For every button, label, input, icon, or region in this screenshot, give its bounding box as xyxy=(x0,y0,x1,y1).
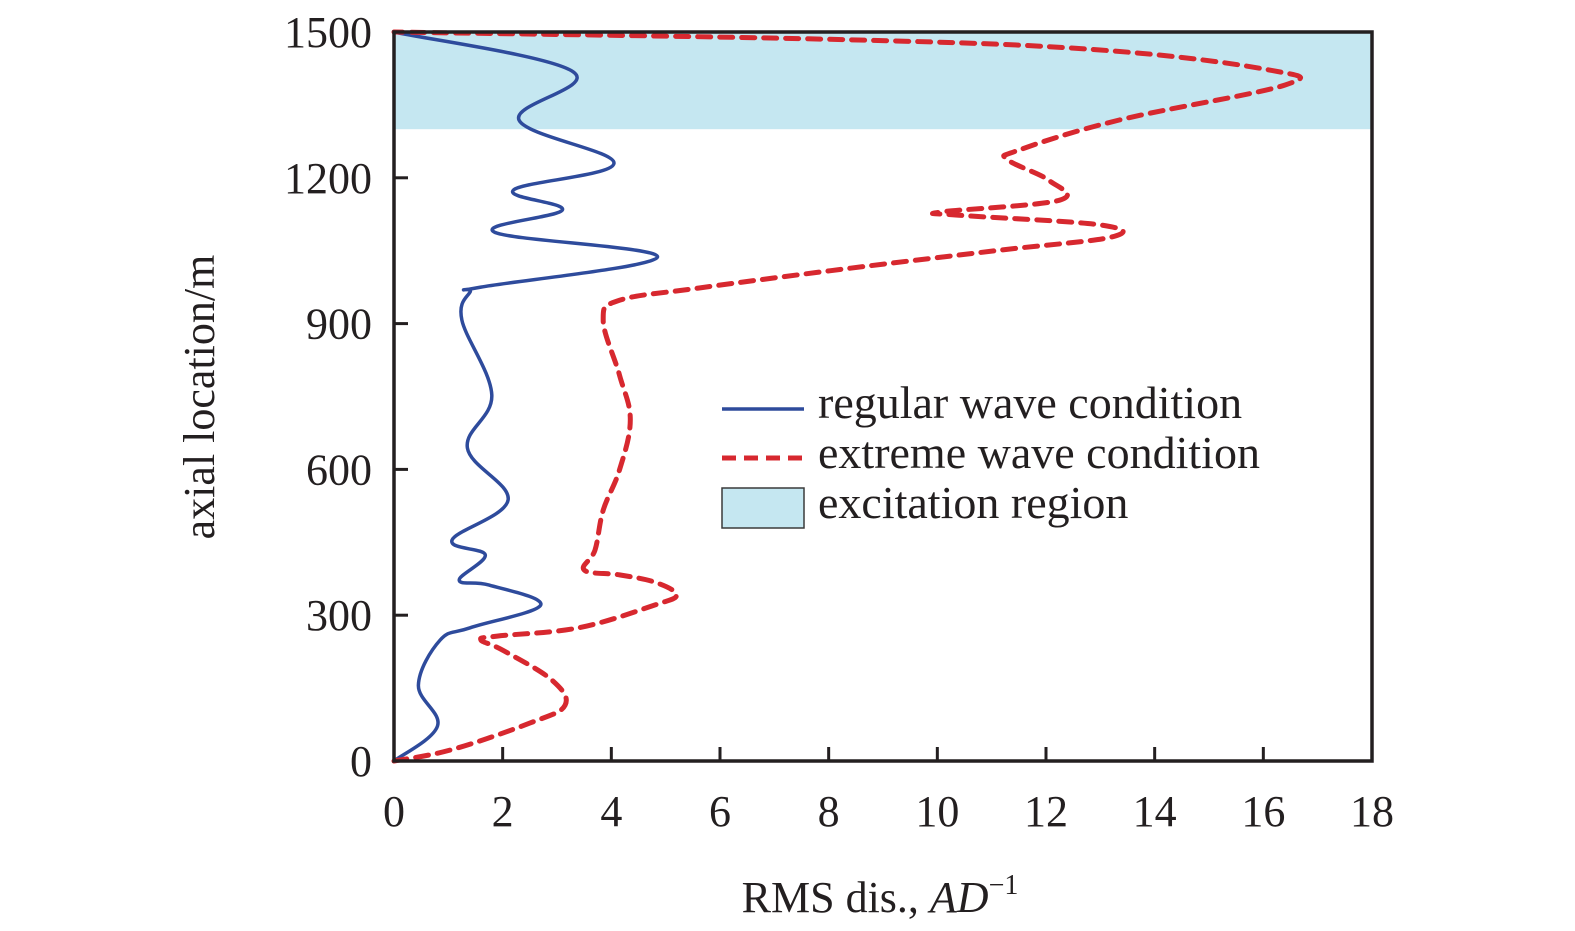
x-tick-label: 16 xyxy=(1241,787,1285,836)
plot-area xyxy=(391,29,1374,764)
x-axis-title: RMS dis., AD−1 xyxy=(742,870,1019,922)
x-tick-label: 8 xyxy=(818,787,840,836)
y-tick-label: 0 xyxy=(350,737,372,786)
legend-item-excitation: excitation region xyxy=(721,477,1128,529)
y-axis-ticks xyxy=(394,176,408,617)
y-tick-label: 300 xyxy=(306,591,372,640)
series-regular-wave-line xyxy=(392,30,660,763)
x-axis-tick-labels: 0 2 4 6 8 10 12 14 16 18 xyxy=(383,787,1394,836)
x-tick-label: 14 xyxy=(1133,787,1177,836)
x-axis-ticks xyxy=(501,747,1265,761)
series-extreme-wave-line xyxy=(391,29,1303,764)
x-tick-label: 12 xyxy=(1024,787,1068,836)
x-tick-label: 4 xyxy=(600,787,622,836)
y-axis-tick-labels: 0 300 600 900 1200 1500 xyxy=(284,8,372,786)
legend-label-regular: regular wave condition xyxy=(818,377,1242,428)
plot-frame xyxy=(392,30,1374,763)
legend: regular wave condition extreme wave cond… xyxy=(721,377,1260,529)
legend-item-extreme: extreme wave condition xyxy=(722,427,1260,478)
excitation-region-band xyxy=(394,32,1372,130)
y-tick-label: 1200 xyxy=(284,154,372,203)
x-tick-label: 6 xyxy=(709,787,731,836)
legend-label-extreme: extreme wave condition xyxy=(818,427,1260,478)
x-tick-label: 10 xyxy=(915,787,959,836)
y-tick-label: 600 xyxy=(306,445,372,494)
x-tick-label: 2 xyxy=(492,787,514,836)
legend-patch-icon xyxy=(721,487,805,529)
legend-label-excitation: excitation region xyxy=(818,477,1128,528)
legend-item-regular: regular wave condition xyxy=(722,377,1242,428)
x-tick-label: 0 xyxy=(383,787,405,836)
y-tick-label: 1500 xyxy=(284,8,372,57)
y-tick-label: 900 xyxy=(306,300,372,349)
y-axis-title: axial location/m xyxy=(175,255,224,540)
x-tick-label: 18 xyxy=(1350,787,1394,836)
